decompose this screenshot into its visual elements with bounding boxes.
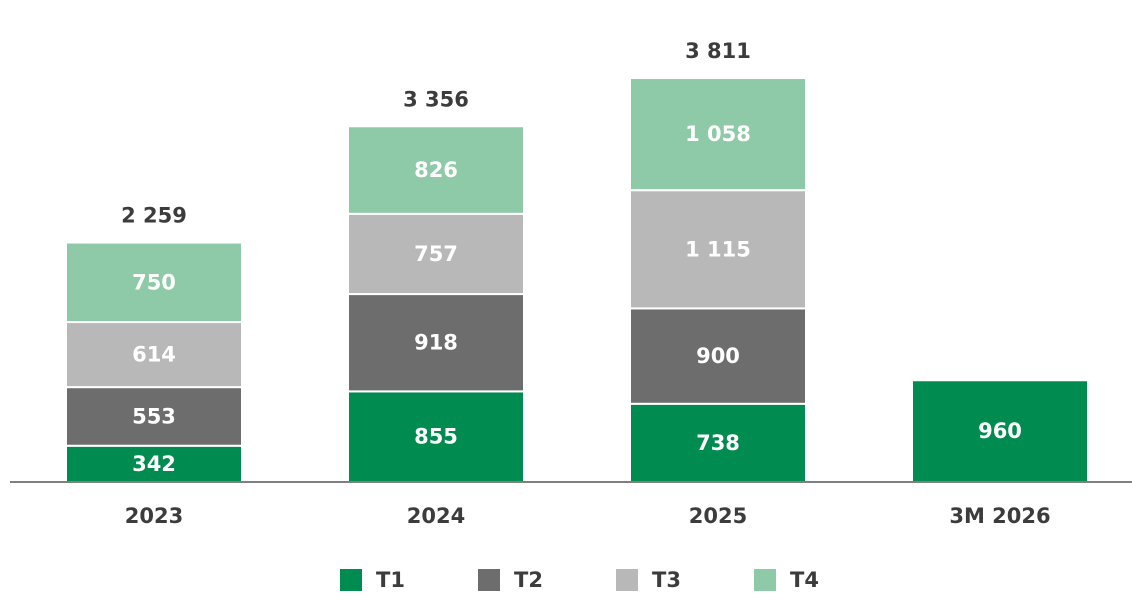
bar-segment <box>65 241 243 324</box>
value-label: 918 <box>414 331 458 355</box>
legend-label: T1 <box>376 568 405 592</box>
value-label: 1 058 <box>685 122 751 146</box>
legend-label: T2 <box>514 568 543 592</box>
value-label: 614 <box>132 343 176 367</box>
value-label: 738 <box>696 431 740 455</box>
total-label: 3 356 <box>403 87 469 111</box>
bar-segment <box>65 444 243 483</box>
total-label: 2 259 <box>121 204 187 228</box>
legend-label: T4 <box>790 568 819 592</box>
legend-swatch <box>754 569 776 591</box>
bar-segment <box>65 386 243 447</box>
total-label: 3 811 <box>685 39 751 63</box>
value-label: 826 <box>414 158 458 182</box>
legend-label: T3 <box>652 568 681 592</box>
x-tick-label: 2024 <box>407 504 465 528</box>
x-tick-label: 2025 <box>689 504 747 528</box>
value-label: 342 <box>132 452 176 476</box>
bar-segment <box>347 293 525 393</box>
bar-segment <box>347 125 525 215</box>
legend-swatch <box>616 569 638 591</box>
bar-segment <box>629 77 807 192</box>
value-label: 553 <box>132 404 176 428</box>
bar-segment <box>629 189 807 310</box>
value-label: 855 <box>414 425 458 449</box>
value-label: 960 <box>978 419 1022 443</box>
legend-swatch <box>340 569 362 591</box>
bar-segment <box>347 212 525 296</box>
x-tick-label: 2023 <box>125 504 183 528</box>
value-label: 1 115 <box>685 237 751 261</box>
legend-swatch <box>478 569 500 591</box>
value-label: 750 <box>132 270 176 294</box>
bar-segment <box>629 307 807 405</box>
x-tick-label: 3M 2026 <box>949 504 1050 528</box>
value-label: 900 <box>696 344 740 368</box>
value-label: 757 <box>414 242 458 266</box>
